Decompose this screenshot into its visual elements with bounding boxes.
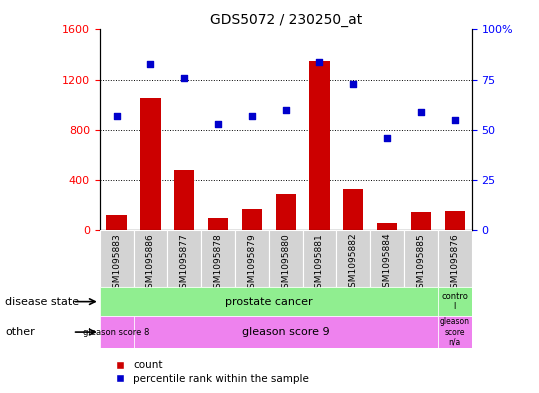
Point [247, 112, 256, 119]
Bar [134, 230, 167, 287]
Text: GSM1095880: GSM1095880 [281, 233, 290, 294]
Bar [404, 230, 438, 287]
Bar [370, 230, 404, 287]
Bar [411, 212, 431, 230]
Bar [275, 194, 296, 230]
Bar [134, 316, 438, 348]
Title: GDS5072 / 230250_at: GDS5072 / 230250_at [210, 13, 362, 27]
Text: GSM1095885: GSM1095885 [417, 233, 425, 294]
Point [349, 81, 357, 87]
Bar [140, 98, 161, 230]
Bar [438, 316, 472, 348]
Text: GSM1095882: GSM1095882 [349, 233, 358, 294]
Text: gleason score 8: gleason score 8 [84, 328, 150, 336]
Bar [100, 230, 134, 287]
Bar [167, 230, 201, 287]
Bar [235, 230, 269, 287]
Bar [208, 218, 228, 230]
Bar [309, 61, 330, 230]
Point [315, 59, 324, 65]
Bar [174, 170, 195, 230]
Point [451, 116, 459, 123]
Point [383, 134, 391, 141]
Text: gleason score 9: gleason score 9 [242, 327, 329, 337]
Text: gleason
score
n/a: gleason score n/a [440, 317, 469, 347]
Bar [269, 230, 302, 287]
Bar [201, 230, 235, 287]
Bar [343, 189, 363, 230]
Point [281, 107, 290, 113]
Text: other: other [5, 327, 35, 337]
Legend: count, percentile rank within the sample: count, percentile rank within the sample [105, 356, 313, 388]
Bar [241, 209, 262, 230]
Bar [302, 230, 336, 287]
Point [417, 108, 425, 115]
Point [112, 112, 121, 119]
Bar [438, 230, 472, 287]
Text: prostate cancer: prostate cancer [225, 297, 313, 307]
Text: GSM1095883: GSM1095883 [112, 233, 121, 294]
Bar [336, 230, 370, 287]
Bar [100, 316, 134, 348]
Text: contro
l: contro l [441, 292, 468, 311]
Bar [438, 287, 472, 316]
Text: GSM1095877: GSM1095877 [179, 233, 189, 294]
Text: GSM1095886: GSM1095886 [146, 233, 155, 294]
Text: GSM1095879: GSM1095879 [247, 233, 257, 294]
Text: GSM1095884: GSM1095884 [383, 233, 392, 294]
Bar [445, 211, 465, 230]
Point [146, 61, 155, 67]
Bar [377, 223, 397, 230]
Text: GSM1095878: GSM1095878 [213, 233, 223, 294]
Text: disease state: disease state [5, 297, 80, 307]
Text: GSM1095876: GSM1095876 [450, 233, 459, 294]
Text: GSM1095881: GSM1095881 [315, 233, 324, 294]
Bar [107, 215, 127, 230]
Point [214, 121, 223, 127]
Point [180, 74, 189, 81]
